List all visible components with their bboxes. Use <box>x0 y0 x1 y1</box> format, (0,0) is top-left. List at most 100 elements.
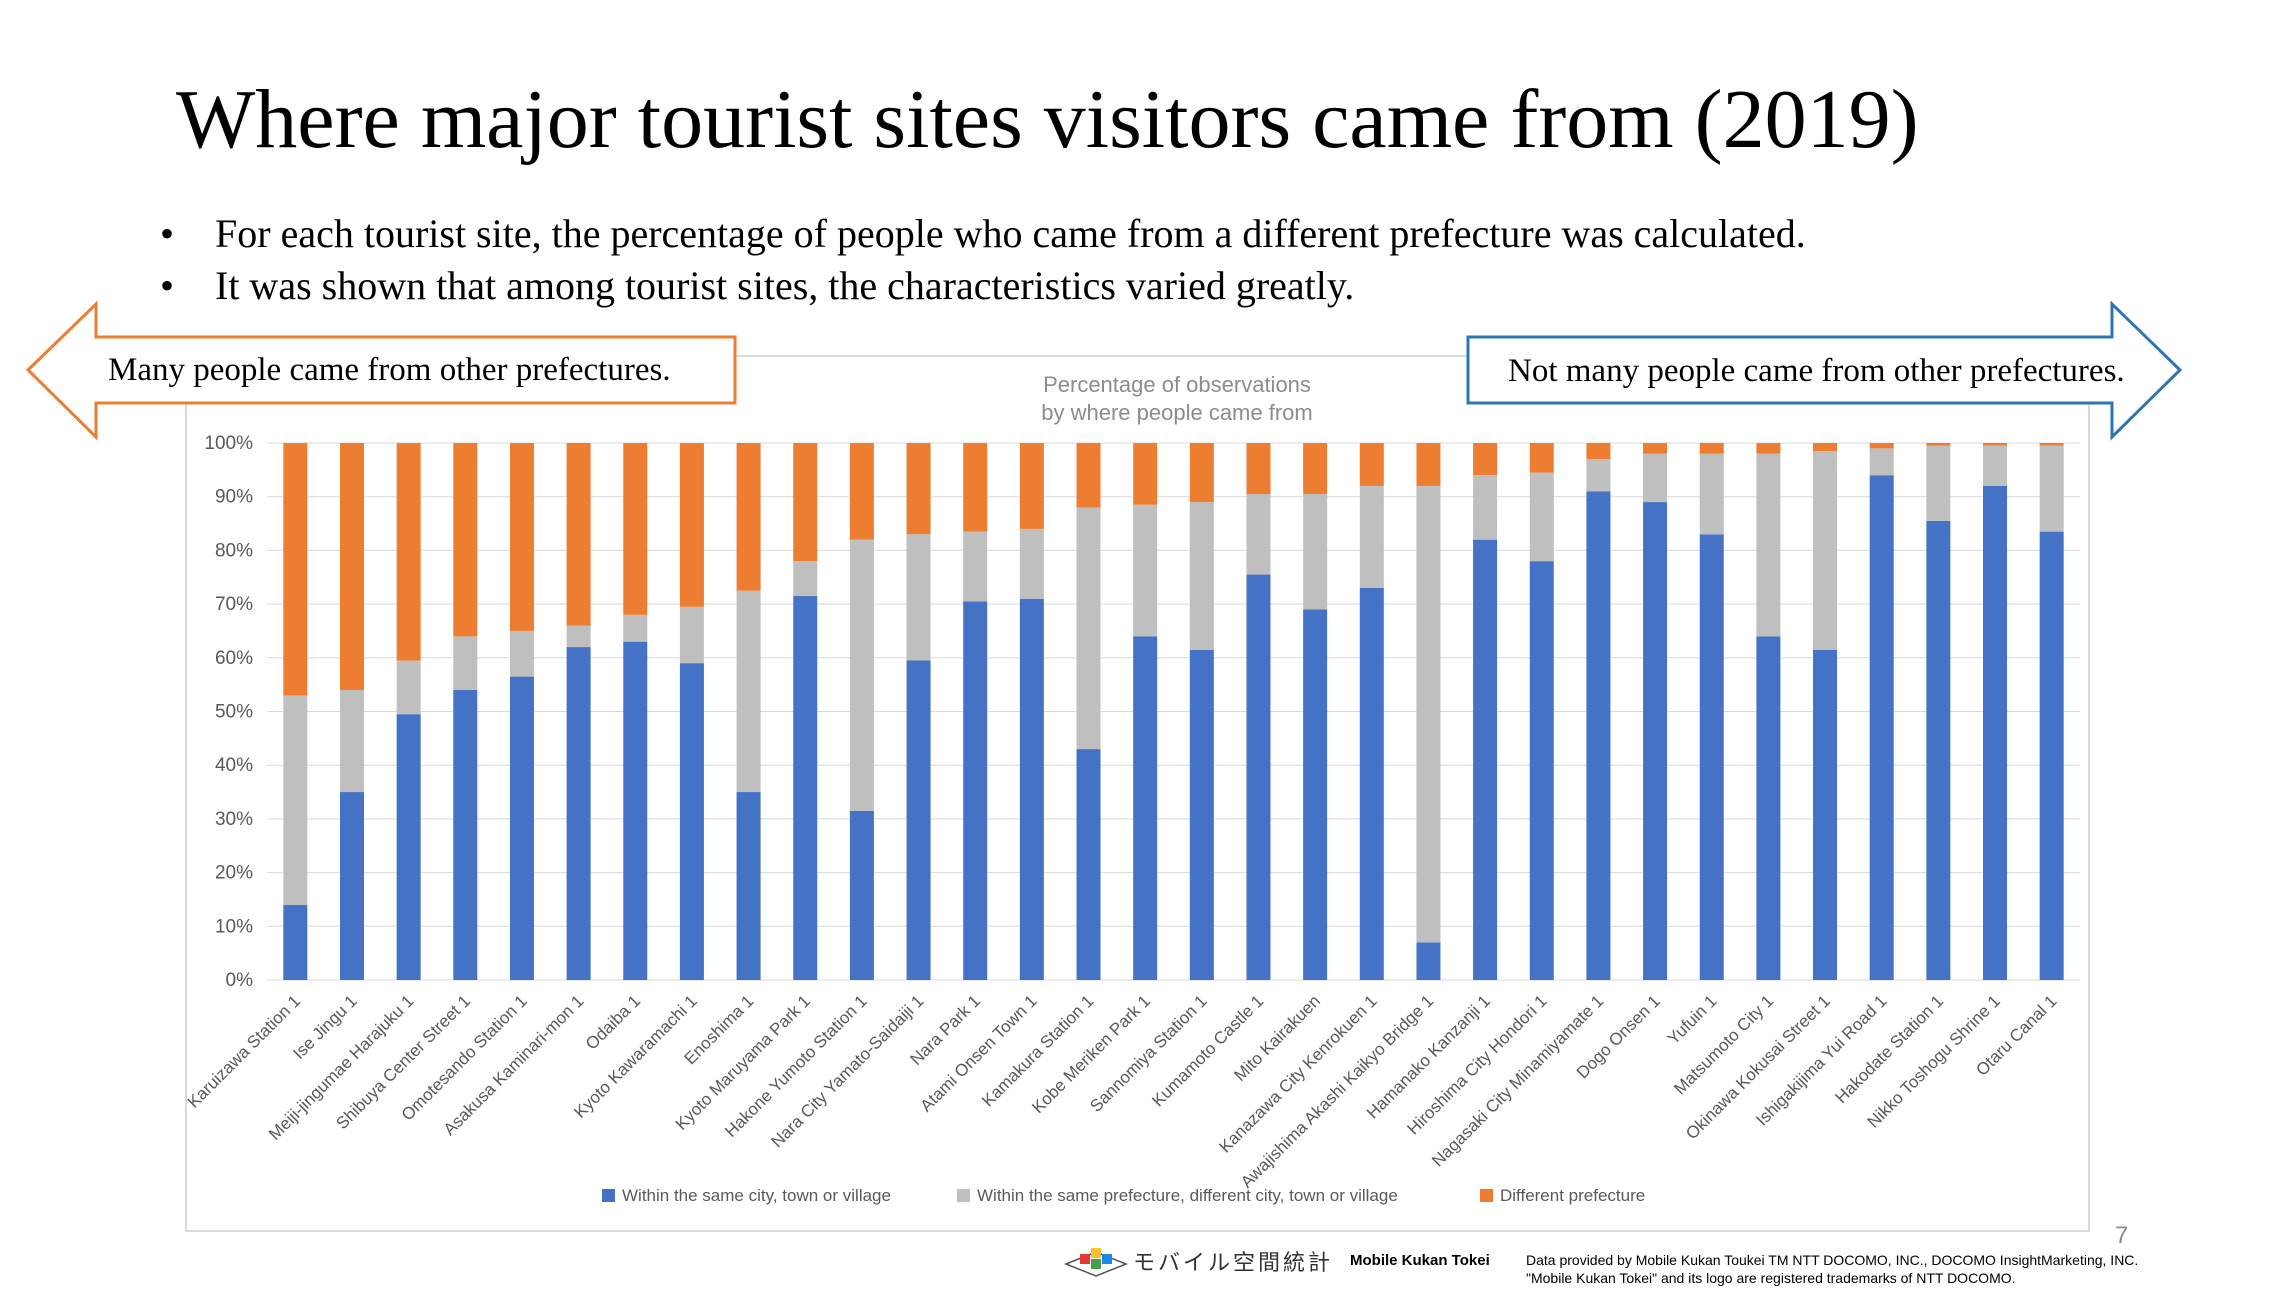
bar-segment <box>1699 534 1724 980</box>
bar-segment <box>1416 443 1441 486</box>
x-tick-label: Hakodate Station 1 <box>1831 991 1947 1107</box>
bar-segment <box>1076 443 1101 508</box>
x-tick-label: Karuizawa Station 1 <box>187 991 304 1111</box>
chart-frame: Percentage of observations by where peopl… <box>185 355 2090 1232</box>
bar-segment <box>793 596 818 980</box>
bar-segment <box>849 810 874 980</box>
bar-segment <box>679 443 704 607</box>
bar-segment <box>1813 443 1838 452</box>
bar-segment <box>1019 443 1044 529</box>
y-tick-label: 40% <box>215 755 253 776</box>
bar-segment <box>1586 459 1611 492</box>
bar-segment <box>679 606 704 664</box>
x-tick-label: Kumamoto Castle 1 <box>1148 991 1267 1110</box>
y-tick-label: 20% <box>215 863 253 884</box>
legend-label: Different prefecture <box>1500 1186 1645 1205</box>
bar-segment <box>1246 443 1271 495</box>
bar-segment <box>849 539 874 811</box>
bar-segment <box>396 660 421 715</box>
bar-segment <box>1133 504 1158 637</box>
y-tick-label: 100% <box>204 433 253 454</box>
bar-segment <box>1983 445 2008 486</box>
bar-segment <box>1189 502 1214 650</box>
bar-segment <box>623 641 648 980</box>
bar-segment <box>1133 443 1158 505</box>
bar-segment <box>1813 649 1838 980</box>
bar-segment <box>1756 636 1781 980</box>
bar-segment <box>1983 485 2008 980</box>
bar-segment <box>1473 475 1498 540</box>
footer-brand: Mobile Kukan Tokei <box>1350 1252 1490 1269</box>
x-tick-label: Yufuin 1 <box>1664 991 1721 1048</box>
bar-segment <box>566 443 591 626</box>
bar-segment <box>1529 443 1554 473</box>
bar-segment <box>793 443 818 562</box>
bar-segment <box>1359 485 1384 588</box>
bullet-item: • It was shown that among tourist sites,… <box>160 260 2060 312</box>
bar-segment <box>509 443 534 631</box>
y-tick-label: 80% <box>215 540 253 561</box>
bullet-dot: • <box>160 211 175 256</box>
stacked-bar-chart: Percentage of observations by where peopl… <box>187 372 2080 1205</box>
bar-segment <box>453 636 478 691</box>
bar-segment <box>736 792 761 980</box>
callout-left-label: Many people came from other prefectures. <box>108 352 671 388</box>
bar-segment <box>509 676 534 980</box>
bar-segment <box>906 534 931 661</box>
y-tick-label: 90% <box>215 487 253 508</box>
bar-segment <box>339 443 364 691</box>
bar-segment <box>736 443 761 591</box>
bar-segment <box>1246 574 1271 980</box>
bar-segment <box>566 647 591 980</box>
y-tick-label: 10% <box>215 916 253 937</box>
bar-segment <box>1303 443 1328 495</box>
bar-segment <box>793 561 818 597</box>
bar-segment <box>1303 609 1328 980</box>
bar-segment <box>1813 451 1838 650</box>
chart-title: by where people came from <box>1041 400 1312 425</box>
bar-segment <box>1586 491 1611 980</box>
bar-segment <box>1529 472 1554 562</box>
mobile-kukan-tokei-logo <box>1063 1248 1129 1277</box>
bar-segment <box>1529 561 1554 980</box>
bar-segment <box>1756 453 1781 637</box>
bar-segment <box>963 531 988 602</box>
bar-segment <box>1643 443 1668 454</box>
bar-segment <box>2039 531 2064 980</box>
slide-title: Where major tourist sites visitors came … <box>176 73 1919 166</box>
page-number: 7 <box>2115 1222 2129 1249</box>
bar-segment <box>1869 443 1894 449</box>
bar-segment <box>1643 502 1668 980</box>
bullet-dot: • <box>160 263 175 308</box>
bar-segment <box>906 443 931 535</box>
footer-credit: Data provided by Mobile Kukan Toukei TM … <box>1526 1252 2139 1268</box>
y-tick-label: 70% <box>215 594 253 615</box>
y-tick-label: 30% <box>215 809 253 830</box>
bar-segment <box>963 443 988 532</box>
bar-segment <box>1473 539 1498 980</box>
bullet-item: • For each tourist site, the percentage … <box>160 208 2060 260</box>
legend-swatch <box>957 1189 970 1202</box>
bar-segment <box>1869 448 1894 476</box>
legend-swatch <box>1480 1189 1493 1202</box>
legend-label: Within the same city, town or village <box>622 1186 891 1205</box>
bar-segment <box>1303 494 1328 610</box>
bar-segment <box>736 590 761 793</box>
bar-segment <box>1416 942 1441 980</box>
bar-segment <box>339 690 364 793</box>
bar-segment <box>1926 445 1951 521</box>
x-tick-label: Matsumoto City 1 <box>1670 991 1777 1098</box>
bar-segment <box>1586 443 1611 460</box>
bar-segment <box>1869 475 1894 980</box>
bar-segment <box>1756 443 1781 454</box>
bar-segment <box>453 443 478 637</box>
bar-segment <box>283 695 308 905</box>
bar-segment <box>283 904 308 980</box>
bar-segment <box>906 660 931 980</box>
bar-segment <box>1699 443 1724 454</box>
legend-label: Within the same prefecture, different ci… <box>977 1186 1398 1205</box>
bar-segment <box>623 614 648 642</box>
bar-segment <box>1359 587 1384 980</box>
bar-segment <box>849 443 874 540</box>
bar-segment <box>1076 507 1101 750</box>
